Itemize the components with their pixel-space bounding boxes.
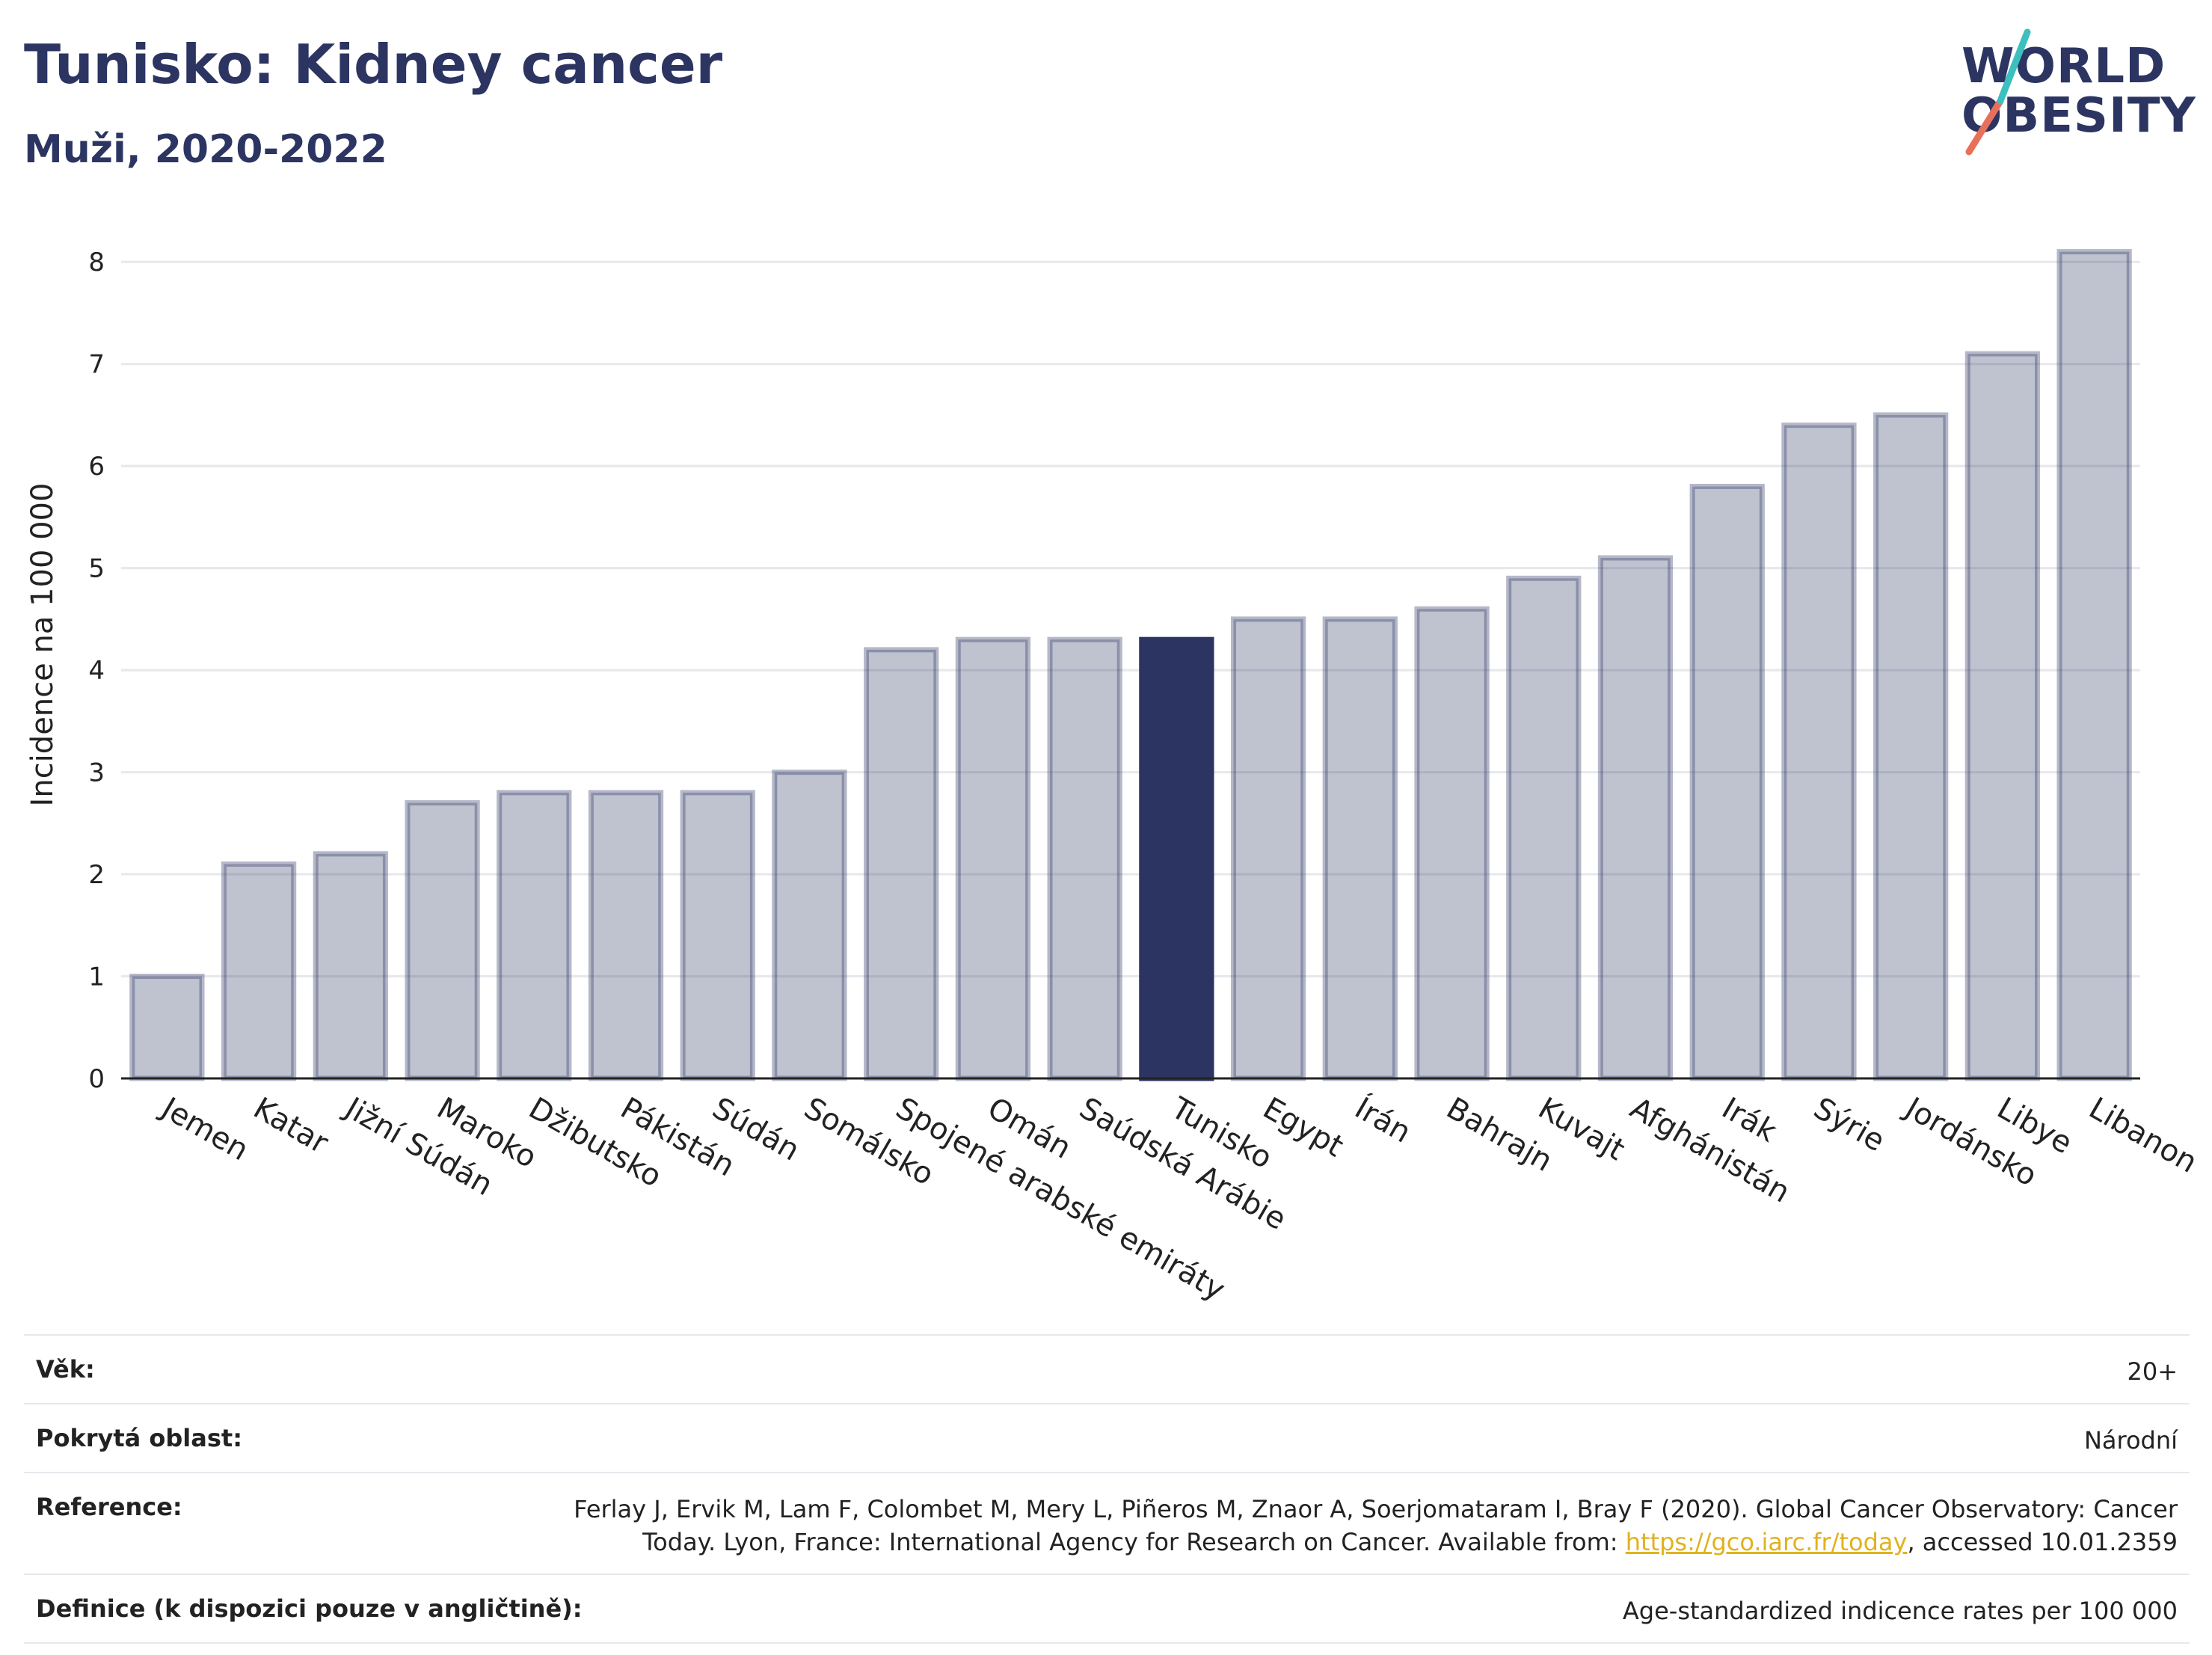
bar [2056, 249, 2132, 1081]
bar [1964, 351, 2041, 1081]
x-tick-label: Bahrajn [1441, 1091, 1558, 1179]
reference-value: Ferlay J, Ervik M, Lam F, Colombet M, Me… [574, 1493, 2178, 1559]
y-tick-label: 3 [88, 758, 105, 788]
bar [772, 770, 847, 1081]
x-tick-label: Jemen [154, 1090, 254, 1167]
x-tick-label: Afghánistán [1624, 1091, 1795, 1210]
bar [221, 861, 297, 1081]
bar [1597, 555, 1674, 1081]
info-row-coverage: Pokrytá oblast: Národní [24, 1403, 2190, 1472]
world-obesity-logo: WORLD OBESITY [1948, 26, 2202, 157]
logo-line-1: WORLD [1961, 39, 2166, 94]
info-row-age: Věk: 20+ [24, 1334, 2190, 1403]
bar [1047, 636, 1122, 1081]
chart-subtitle: Muži, 2020-2022 [24, 127, 387, 172]
coverage-value: Národní [2083, 1426, 2178, 1455]
reference-line-2-prefix: Today. Lyon, France: International Agenc… [642, 1528, 1626, 1556]
age-label: Věk: [36, 1355, 95, 1384]
bar [588, 790, 664, 1081]
x-tick-label: Katar [248, 1091, 334, 1161]
y-tick-label: 7 [88, 350, 105, 380]
x-tick-label: Libanon [2083, 1091, 2203, 1180]
x-tick-label: Sýrie [1807, 1091, 1890, 1158]
y-tick-label: 0 [88, 1064, 105, 1094]
reference-line-1: Ferlay J, Ervik M, Lam F, Colombet M, Me… [574, 1495, 2178, 1523]
info-row-definition: Definice (k dispozici pouze v angličtině… [24, 1573, 2190, 1644]
y-tick-labels: 0 1 2 3 4 5 6 7 8 [88, 248, 105, 1094]
coverage-label: Pokrytá oblast: [36, 1424, 242, 1452]
info-table: Věk: 20+ Pokrytá oblast: Národní Referen… [24, 1334, 2190, 1644]
y-tick-label: 6 [88, 452, 105, 482]
y-tick-label: 1 [88, 962, 105, 992]
bar [1230, 616, 1306, 1081]
logo-slash-icon [1965, 28, 2031, 156]
y-tick-label: 8 [88, 248, 105, 277]
bar [313, 851, 388, 1081]
bar [1506, 575, 1582, 1081]
bar [1414, 606, 1490, 1081]
y-tick-label: 4 [88, 656, 105, 686]
bar [1689, 483, 1765, 1081]
info-row-reference: Reference: Ferlay J, Ervik M, Lam F, Col… [24, 1472, 2190, 1573]
definition-value: Age-standardized indicence rates per 100… [1622, 1597, 2178, 1625]
bar-highlighted [1139, 636, 1214, 1081]
bar [129, 974, 205, 1081]
bar [1873, 412, 1949, 1081]
age-value: 20+ [2127, 1357, 2178, 1386]
grid-lines [121, 260, 2140, 978]
y-tick-label: 2 [88, 860, 105, 890]
bars [129, 249, 2132, 1081]
bar [1781, 423, 1857, 1081]
bar [1322, 616, 1398, 1081]
definition-label: Definice (k dispozici pouze v angličtině… [36, 1594, 583, 1623]
reference-line-2-suffix: , accessed 10.01.2359 [1907, 1528, 2178, 1556]
bar [405, 800, 480, 1081]
bar [680, 790, 755, 1081]
y-tick-label: 5 [88, 554, 105, 584]
bar [497, 790, 572, 1081]
chart-title: Tunisko: Kidney cancer [24, 33, 723, 96]
y-axis-title: Incidence na 100 000 [25, 483, 60, 807]
bar [955, 636, 1031, 1081]
x-tick-label: Írán [1349, 1090, 1418, 1150]
reference-label: Reference: [36, 1493, 182, 1521]
bar [864, 647, 939, 1081]
reference-link[interactable]: https://gco.iarc.fr/today [1625, 1528, 1908, 1556]
